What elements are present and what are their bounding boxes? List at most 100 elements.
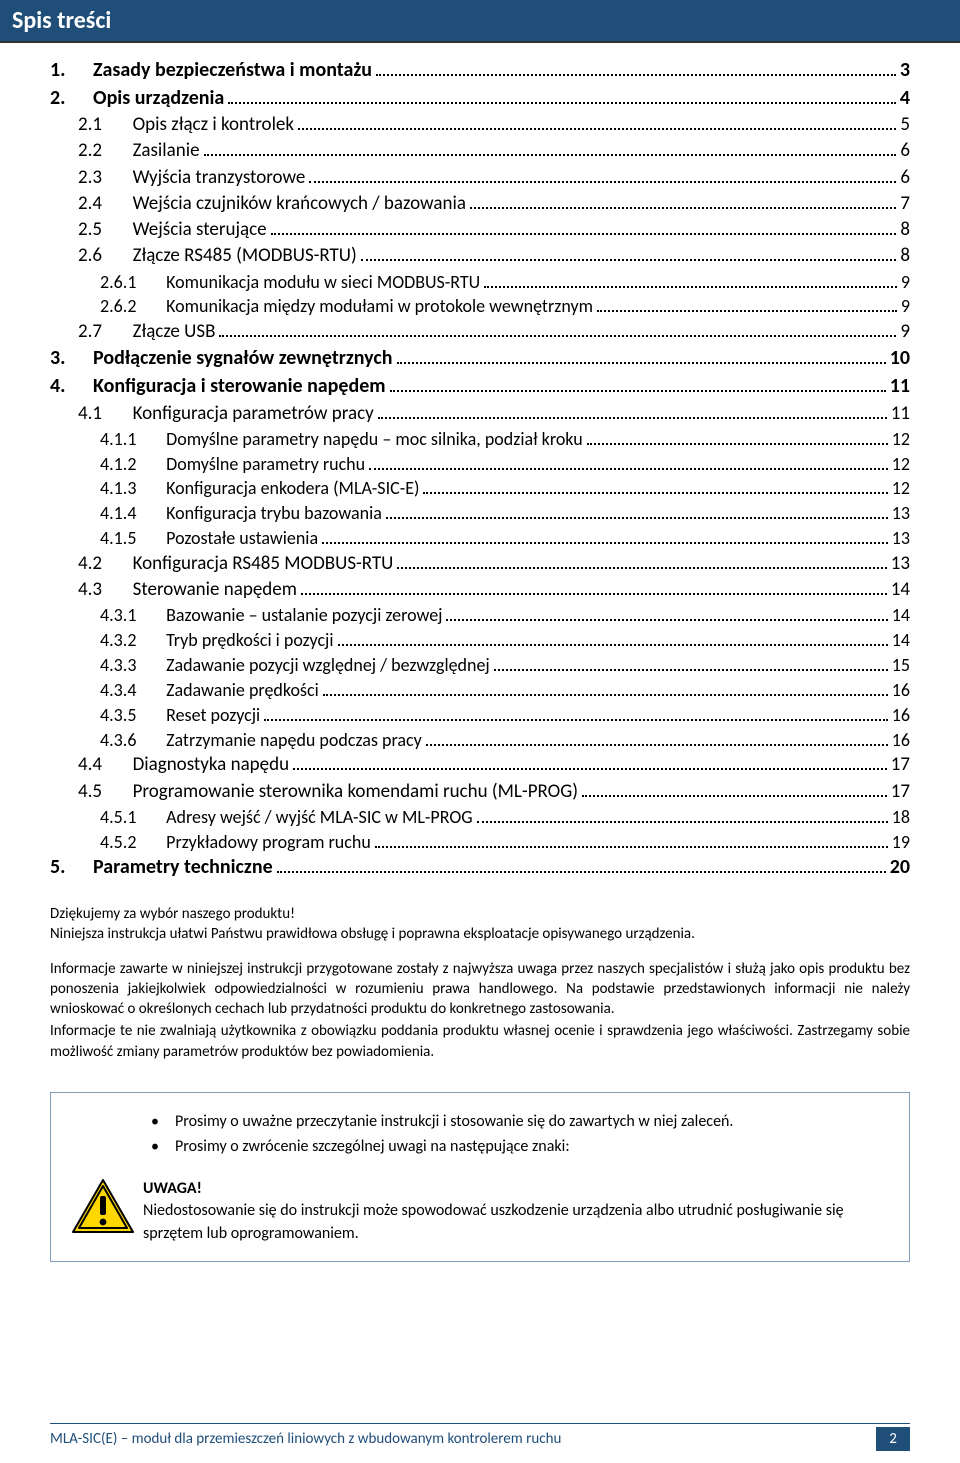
toc-entry[interactable]: 4.1 Konfiguracja parametrów pracy 11 [50, 401, 910, 427]
toc-page: 13 [892, 526, 910, 551]
toc-page: 11 [890, 373, 910, 401]
toc-entry[interactable]: 2.2 Zasilanie 6 [50, 138, 910, 164]
toc-entry[interactable]: 4.4 Diagnostyka napędu 17 [50, 752, 910, 778]
toc-entry[interactable]: 2.5 Wejścia sterujące 8 [50, 217, 910, 243]
toc-title: Opis urządzenia [93, 85, 224, 113]
toc-entry[interactable]: 4.5.1 Adresy wejść / wyjść MLA-SIC w ML-… [50, 805, 910, 830]
toc-entry[interactable]: 3. Podłączenie sygnałów zewnętrznych 10 [50, 345, 910, 373]
toc-entry[interactable]: 4.1.2 Domyślne parametry ruchu 12 [50, 452, 910, 477]
toc-entry[interactable]: 2.1 Opis złącz i kontrolek 5 [50, 112, 910, 138]
toc-entry[interactable]: 4.3.5 Reset pozycji 16 [50, 703, 910, 728]
toc-title: Przykładowy program ruchu [166, 830, 371, 855]
toc-page: 20 [890, 854, 910, 882]
toc-number: 4. [50, 373, 84, 401]
toc-entry[interactable]: 4.5 Programowanie sterownika komendami r… [50, 779, 910, 805]
toc-entry[interactable]: 4.3.4 Zadawanie prędkości 16 [50, 678, 910, 703]
toc-title: Zadawanie pozycji względnej / bezwzględn… [166, 653, 490, 678]
toc-number: 1. [50, 57, 84, 85]
info-paragraph: Informacje zawarte w niniejszej instrukc… [50, 959, 910, 1020]
toc-entry[interactable]: 4.3.3 Zadawanie pozycji względnej / bezw… [50, 653, 910, 678]
toc-title: Konfiguracja trybu bazowania [166, 501, 382, 526]
toc-number: 2.4 [78, 191, 124, 217]
toc-title: Diagnostyka napędu [133, 752, 289, 778]
toc-entry[interactable]: 4.1.5 Pozostałe ustawienia 13 [50, 526, 910, 551]
toc-page: 14 [892, 628, 910, 653]
toc-entry[interactable]: 2.3 Wyjścia tranzystorowe 6 [50, 165, 910, 191]
toc-entry[interactable]: 4.3.6 Zatrzymanie napędu podczas pracy 1… [50, 728, 910, 753]
toc-entry[interactable]: 5. Parametry techniczne 20 [50, 854, 910, 882]
toc-dots [361, 250, 897, 261]
toc-entry[interactable]: 4.3.2 Tryb prędkości i pozycji 14 [50, 628, 910, 653]
toc-dots [470, 197, 896, 208]
toc-page: 19 [892, 830, 910, 855]
toc-number: 4.2 [78, 551, 124, 577]
toc-dots [477, 812, 888, 823]
page-title: Spis treści [12, 6, 111, 35]
toc-title: Konfiguracja i sterowanie napędem [93, 373, 386, 401]
toc-number: 2.2 [78, 138, 124, 164]
toc-number: 4.1.1 [100, 427, 158, 452]
toc-page: 9 [901, 270, 910, 295]
toc-dots [204, 145, 897, 156]
bullet-text: Prosimy o zwrócenie szczególnej uwagi na… [175, 1134, 570, 1160]
toc-number: 2. [50, 85, 84, 113]
toc-page: 10 [890, 345, 910, 373]
thanks-line: Dziękujemy za wybór naszego produktu! [50, 904, 910, 924]
toc-dots [277, 861, 886, 873]
toc-dots [293, 759, 887, 770]
toc-number: 4.3.5 [100, 703, 158, 728]
toc-page: 15 [892, 653, 910, 678]
info-paragraph: Informacje te nie zwalniają użytkownika … [50, 1021, 910, 1062]
toc-entry[interactable]: 4.5.2 Przykładowy program ruchu 19 [50, 830, 910, 855]
toc-entry[interactable]: 4.2 Konfiguracja RS485 MODBUS-RTU 13 [50, 551, 910, 577]
toc-entry[interactable]: 2.4 Wejścia czujników krańcowych / bazow… [50, 191, 910, 217]
toc-title: Komunikacja modułu w sieci MODBUS-RTU [166, 270, 480, 295]
toc-title: Bazowanie – ustalanie pozycji zerowej [166, 603, 442, 628]
toc-page: 14 [892, 603, 910, 628]
toc-page: 6 [900, 165, 910, 191]
toc-number: 2.6.2 [100, 294, 158, 319]
toc-entry[interactable]: 4. Konfiguracja i sterowanie napędem 11 [50, 373, 910, 401]
toc-dots [378, 407, 887, 418]
toc-entry[interactable]: 2.6 Złącze RS485 (MODBUS-RTU) 8 [50, 243, 910, 269]
toc-page: 12 [892, 476, 910, 501]
toc-dots [264, 710, 888, 721]
toc-entry[interactable]: 2. Opis urządzenia 4 [50, 85, 910, 113]
toc-title: Tryb prędkości i pozycji [166, 628, 333, 653]
toc-title: Adresy wejść / wyjść MLA-SIC w ML-PROG [166, 805, 472, 830]
warning-header: UWAGA! [143, 1178, 889, 1200]
toc-number: 4.1 [78, 401, 124, 427]
toc-entry[interactable]: 2.6.2 Komunikacja między modułami w prot… [50, 294, 910, 319]
toc-entry[interactable]: 4.1.3 Konfiguracja enkodera (MLA-SIC-E) … [50, 476, 910, 501]
toc-dots [322, 533, 888, 544]
toc-page: 16 [892, 728, 910, 753]
toc-title: Pozostałe ustawienia [166, 526, 318, 551]
toc-title: Programowanie sterownika komendami ruchu… [133, 779, 578, 805]
toc-dots [597, 302, 897, 313]
warning-text: UWAGA! Niedostosowanie się do instrukcji… [143, 1178, 889, 1245]
toc-page: 6 [900, 138, 910, 164]
toc-dots [369, 459, 888, 470]
toc-page: 18 [892, 805, 910, 830]
toc-number: 4.1.2 [100, 452, 158, 477]
toc-entry[interactable]: 4.1.4 Konfiguracja trybu bazowania 13 [50, 501, 910, 526]
toc-entry[interactable]: 4.3 Sterowanie napędem 14 [50, 577, 910, 603]
toc-entry[interactable]: 1. Zasady bezpieczeństwa i montażu 3 [50, 57, 910, 85]
toc-dots [323, 685, 888, 696]
toc-dots [397, 558, 886, 569]
toc-dots [587, 434, 888, 445]
toc-number: 4.3.3 [100, 653, 158, 678]
toc-page: 7 [900, 191, 910, 217]
toc-entry[interactable]: 4.1.1 Domyślne parametry napędu – moc si… [50, 427, 910, 452]
toc-number: 2.6 [78, 243, 124, 269]
toc-number: 4.1.4 [100, 501, 158, 526]
toc-entry[interactable]: 4.3.1 Bazowanie – ustalanie pozycji zero… [50, 603, 910, 628]
toc-title: Podłączenie sygnałów zewnętrznych [93, 345, 392, 373]
table-of-contents: 1. Zasady bezpieczeństwa i montażu 32. O… [50, 57, 910, 882]
toc-entry[interactable]: 2.6.1 Komunikacja modułu w sieci MODBUS-… [50, 270, 910, 295]
thanks-line: Niniejsza instrukcja ułatwi Państwu praw… [50, 924, 910, 944]
toc-entry[interactable]: 2.7 Złącze USB 9 [50, 319, 910, 345]
bullet-icon: • [151, 1134, 175, 1160]
toc-dots [219, 326, 896, 337]
toc-dots [375, 837, 888, 848]
